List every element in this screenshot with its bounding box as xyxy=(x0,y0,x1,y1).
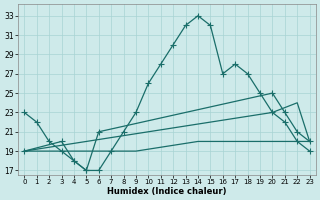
X-axis label: Humidex (Indice chaleur): Humidex (Indice chaleur) xyxy=(107,187,227,196)
